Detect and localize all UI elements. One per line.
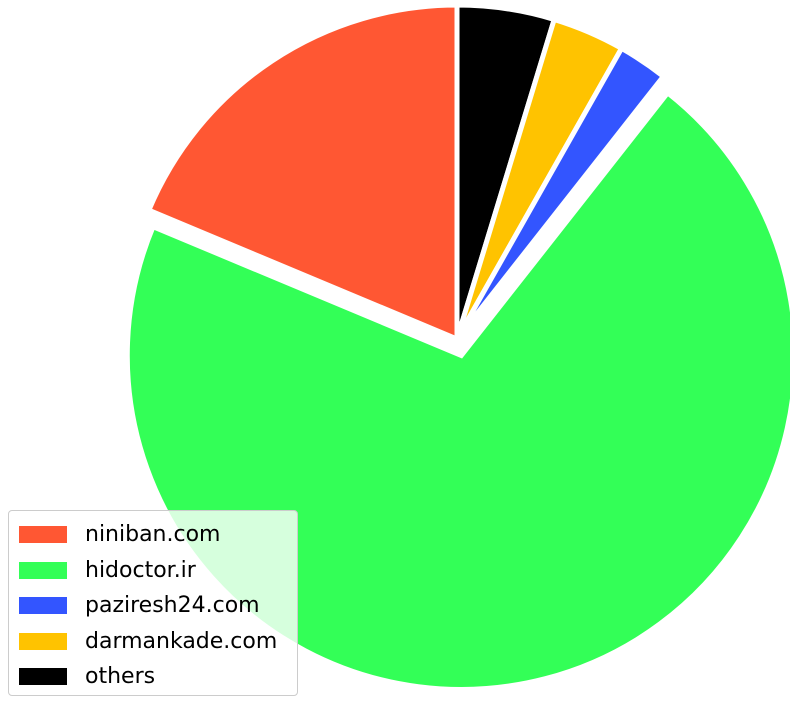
- legend-label: others: [85, 664, 156, 690]
- legend-label: niniban.com: [85, 522, 221, 548]
- legend-item-hidoctor: hidoctor.ir: [19, 553, 287, 589]
- legend: niniban.com hidoctor.ir paziresh24.com d…: [8, 510, 298, 696]
- legend-swatch: [19, 668, 67, 686]
- legend-label: paziresh24.com: [85, 593, 260, 619]
- pie-slice-niniban-com: [145, 2, 460, 343]
- legend-swatch: [19, 632, 67, 650]
- legend-swatch: [19, 597, 67, 615]
- legend-item-others: others: [19, 659, 287, 695]
- legend-swatch: [19, 561, 67, 579]
- pie-slice-paziresh24-com: [454, 44, 667, 341]
- legend-item-paziresh24: paziresh24.com: [19, 588, 287, 624]
- legend-item-niniban: niniban.com: [19, 517, 287, 553]
- legend-label: hidoctor.ir: [85, 557, 196, 583]
- legend-label: darmankade.com: [85, 628, 278, 654]
- legend-item-darmankade: darmankade.com: [19, 624, 287, 660]
- legend-swatch: [19, 526, 67, 544]
